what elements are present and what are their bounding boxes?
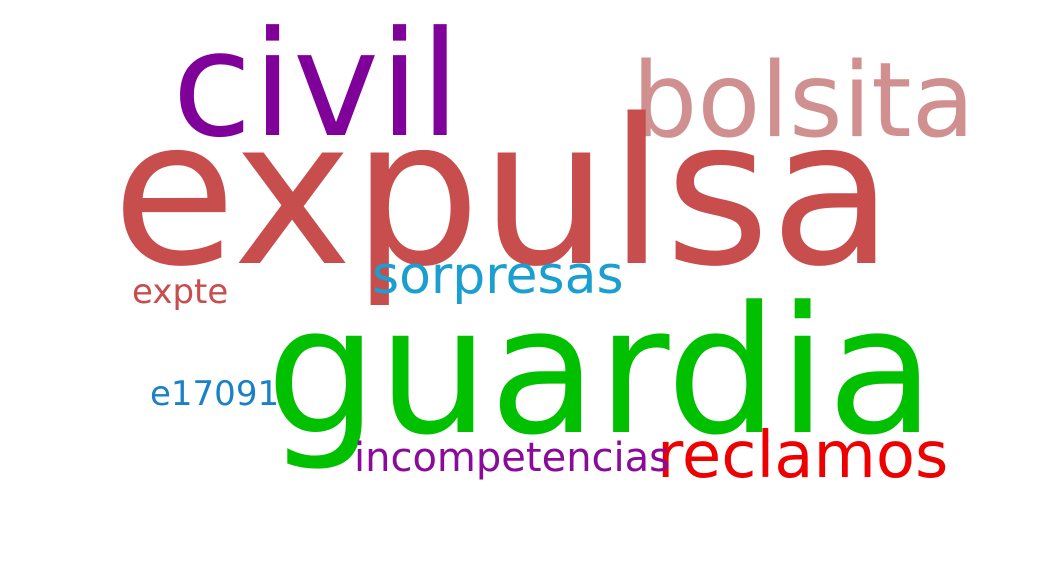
- word-incompetencias: incompetencias: [354, 435, 670, 481]
- word-reclamos: reclamos: [657, 419, 949, 493]
- word-guardia: guardia: [266, 269, 935, 474]
- word-sorpresas: sorpresas: [372, 246, 624, 306]
- word-expulsa: expulsa: [112, 75, 894, 311]
- word-bolsita: bolsita: [632, 41, 975, 161]
- word-civil: civil: [172, 0, 461, 170]
- word-e17091: e17091: [150, 374, 280, 414]
- word-expte: expte: [132, 272, 229, 312]
